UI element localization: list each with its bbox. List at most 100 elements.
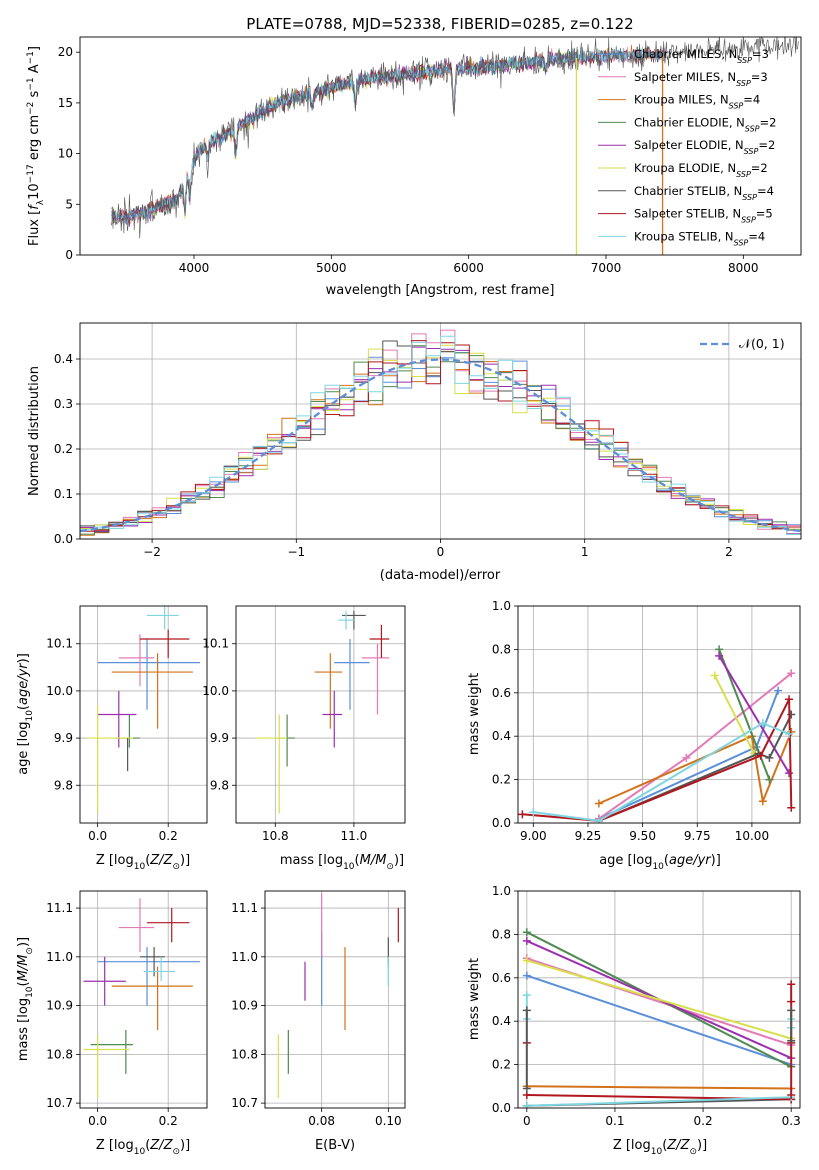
plot-area (83, 898, 200, 1099)
y-tick-label: 10 (58, 147, 73, 161)
legend-entry: Kroupa MILES, NSSP=4 (634, 93, 760, 111)
x-axis-label: E(B-V) (315, 1138, 355, 1153)
plus-marker (522, 928, 531, 937)
x-tick-label: 11.0 (341, 829, 368, 843)
plus-marker (785, 730, 794, 739)
errorbar-point (111, 966, 193, 1030)
massweight-line (713, 674, 755, 755)
y-tick-label: 10.0 (202, 684, 229, 698)
x-tick-label: 0.10 (375, 1114, 402, 1128)
plus-marker (594, 799, 603, 808)
errorbar-point (83, 956, 126, 1006)
errorbar-point (111, 653, 193, 729)
residual-histogram (80, 340, 801, 532)
x-tick-label: −2 (143, 545, 161, 559)
ticks: 0.0 0.2 10.7 10.8 10.9 11.0 11.1 (46, 901, 177, 1128)
y-tick-label: 0.8 (492, 927, 511, 941)
x-tick-label: 9.00 (520, 829, 547, 843)
plus-marker (758, 797, 767, 806)
x-tick-label: 0.2 (159, 829, 178, 843)
massweight-line (533, 722, 790, 822)
normal-curve (80, 358, 801, 533)
plot-area (522, 928, 796, 1108)
plus-marker (774, 686, 783, 695)
plus-marker (787, 803, 796, 812)
y-tick-label: 0.2 (492, 1058, 511, 1072)
y-tick-label: 11.1 (46, 901, 73, 915)
legend-entry: Salpeter STELIB, NSSP=5 (634, 207, 773, 225)
ticks: 10.8 11.0 9.8 9.9 10.0 10.1 (202, 637, 367, 843)
y-tick-label: 1.0 (492, 884, 511, 898)
plus-marker (682, 753, 691, 762)
x-tick-label: 8000 (728, 261, 759, 275)
plot-area (80, 329, 801, 536)
errorbar-point (139, 629, 190, 658)
errorbar-point (255, 714, 288, 814)
y-tick-label: 11.0 (46, 950, 73, 964)
x-tick-label: 2 (725, 545, 733, 559)
x-axis-label: age [log10(age/yr)] (599, 853, 721, 872)
ticks: 4000 5000 6000 7000 8000 0 5 10 15 20 (58, 45, 759, 275)
panel-mass-vs-EBV: 0.08 0.10 10.7 10.8 10.9 11.0 11.1 E(B-V) (231, 890, 406, 1153)
panel-residuals: −2 −1 0 1 2 0.0 0.1 0.2 0.3 0.4 𝒩(0, 1) (data-model… (27, 322, 802, 583)
x-tick-label: 9.25 (575, 829, 602, 843)
y-tick-label: 10.7 (46, 1096, 73, 1110)
massweight-line (526, 959, 792, 1040)
x-tick-label: −1 (287, 545, 305, 559)
axes-frame (79, 322, 802, 540)
plus-marker (758, 719, 767, 728)
legend-entry: Kroupa ELODIE, NSSP=2 (634, 161, 768, 179)
axes-frame (79, 36, 802, 256)
y-tick-label: 0.2 (54, 442, 73, 456)
legend-entry: Chabrier ELODIE, NSSP=2 (634, 115, 776, 132)
errorbar-point (361, 643, 390, 715)
legend: Chabrier MILES, NSSP=3 Salpeter MILES, NS… (598, 47, 776, 247)
plus-marker (522, 1101, 531, 1108)
errorbar-point (83, 1034, 130, 1099)
plus-marker (765, 775, 774, 784)
y-tick-label: 0.1 (54, 487, 73, 501)
plot-area (111, 37, 799, 255)
y-tick-label: 5 (65, 197, 73, 211)
plus-marker (518, 810, 527, 819)
x-tick-label: 7000 (591, 261, 622, 275)
axes-frame (79, 890, 208, 1109)
x-tick-label: 9.50 (629, 829, 656, 843)
y-tick-label: 9.9 (210, 731, 229, 745)
y-tick-label: 0.4 (492, 729, 511, 743)
x-tick-label: 0 (523, 1114, 531, 1128)
plus-marker (785, 695, 794, 704)
y-tick-label: 9.8 (54, 778, 73, 792)
massweight-line (718, 655, 790, 774)
y-tick-label: 9.8 (210, 778, 229, 792)
ticks: 9.00 9.25 9.50 9.75 10.00 0.0 0.2 0.4 0.6 0.8 1.0 (492, 599, 769, 843)
y-tick-label: 0 (65, 248, 73, 262)
plus-marker (787, 669, 796, 678)
legend-entry: 𝒩(0, 1) (739, 336, 785, 351)
y-tick-label: 10.1 (46, 637, 73, 651)
axes-frame (79, 605, 208, 824)
y-tick-label: 20 (58, 45, 73, 59)
errorbar-point (143, 956, 176, 982)
x-axis-label: (data-model)/error (380, 568, 501, 583)
y-tick-label: 0.4 (54, 352, 73, 366)
plus-marker (522, 936, 531, 945)
plus-marker (765, 753, 774, 762)
massweight-line (598, 731, 793, 805)
x-tick-label: 0.0 (88, 1114, 107, 1128)
x-tick-label: 10.00 (735, 829, 769, 843)
errorbar-point (147, 908, 190, 943)
panel-mass-vs-Z: 0.0 0.2 10.7 10.8 10.9 11.0 11.1 Z [log10(Z/Z⊙)… (16, 890, 208, 1157)
y-axis-label: mass weight (467, 673, 482, 755)
x-tick-label: 0.2 (694, 1114, 713, 1128)
y-tick-label: 10.9 (231, 999, 258, 1013)
x-tick-label: 0.1 (605, 1114, 624, 1128)
y-tick-label: 0.0 (492, 816, 511, 830)
panel-spectrum: 4000 5000 6000 7000 8000 0 5 10 15 20 wavelength [… (26, 36, 802, 298)
y-tick-label: 10.9 (46, 999, 73, 1013)
y-tick-label: 1.0 (492, 599, 511, 613)
y-tick-label: 10.0 (46, 684, 73, 698)
errorbar-point (97, 639, 200, 710)
